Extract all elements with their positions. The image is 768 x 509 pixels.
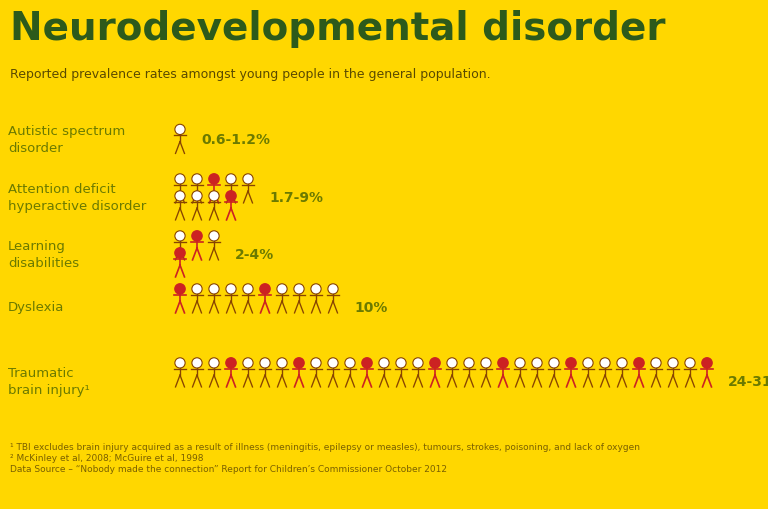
Circle shape	[226, 175, 236, 185]
Text: Attention deficit
hyperactive disorder: Attention deficit hyperactive disorder	[8, 183, 146, 213]
Text: Neurodevelopmental disorder: Neurodevelopmental disorder	[10, 10, 666, 48]
Circle shape	[685, 358, 695, 369]
Circle shape	[226, 284, 236, 294]
Circle shape	[243, 284, 253, 294]
Circle shape	[260, 358, 270, 369]
Text: 2-4%: 2-4%	[235, 247, 274, 262]
Circle shape	[243, 175, 253, 185]
Circle shape	[175, 358, 185, 369]
Circle shape	[650, 358, 661, 369]
Text: ² McKinley et al, 2008; McGuire et al, 1998: ² McKinley et al, 2008; McGuire et al, 1…	[10, 453, 204, 462]
Text: Traumatic
brain injury¹: Traumatic brain injury¹	[8, 366, 90, 396]
Circle shape	[532, 358, 542, 369]
Circle shape	[311, 284, 321, 294]
Circle shape	[617, 358, 627, 369]
Circle shape	[192, 231, 202, 242]
Text: 0.6-1.2%: 0.6-1.2%	[201, 133, 270, 147]
Circle shape	[702, 358, 712, 369]
Text: 1.7-9%: 1.7-9%	[269, 191, 323, 205]
Circle shape	[175, 231, 185, 242]
Circle shape	[192, 358, 202, 369]
Circle shape	[260, 284, 270, 294]
Circle shape	[600, 358, 610, 369]
Text: Autistic spectrum
disorder: Autistic spectrum disorder	[8, 125, 125, 155]
Text: Dyslexia: Dyslexia	[8, 301, 65, 314]
Circle shape	[294, 284, 304, 294]
Text: 24-31.6%²: 24-31.6%²	[728, 374, 768, 388]
Text: Reported prevalence rates amongst young people in the general population.: Reported prevalence rates amongst young …	[10, 68, 491, 81]
Circle shape	[345, 358, 355, 369]
Circle shape	[362, 358, 372, 369]
Circle shape	[209, 191, 219, 202]
Circle shape	[464, 358, 474, 369]
Circle shape	[209, 231, 219, 242]
Circle shape	[192, 284, 202, 294]
Circle shape	[413, 358, 423, 369]
Circle shape	[294, 358, 304, 369]
Text: Learning
disabilities: Learning disabilities	[8, 240, 79, 269]
Circle shape	[209, 175, 219, 185]
Circle shape	[498, 358, 508, 369]
Circle shape	[328, 358, 338, 369]
Circle shape	[634, 358, 644, 369]
Circle shape	[175, 191, 185, 202]
Circle shape	[379, 358, 389, 369]
Text: ¹ TBI excludes brain injury acquired as a result of illness (meningitis, epileps: ¹ TBI excludes brain injury acquired as …	[10, 442, 640, 451]
Circle shape	[311, 358, 321, 369]
Circle shape	[243, 358, 253, 369]
Text: Data Source – “Nobody made the connection” Report for Children’s Commissioner Oc: Data Source – “Nobody made the connectio…	[10, 464, 447, 473]
Circle shape	[175, 125, 185, 135]
Circle shape	[583, 358, 593, 369]
Circle shape	[192, 191, 202, 202]
Circle shape	[175, 284, 185, 294]
Circle shape	[175, 248, 185, 259]
Circle shape	[396, 358, 406, 369]
Circle shape	[192, 175, 202, 185]
Circle shape	[515, 358, 525, 369]
Circle shape	[277, 358, 287, 369]
Circle shape	[175, 175, 185, 185]
Circle shape	[566, 358, 576, 369]
Circle shape	[430, 358, 440, 369]
Circle shape	[481, 358, 491, 369]
Circle shape	[277, 284, 287, 294]
Circle shape	[668, 358, 678, 369]
Text: 10%: 10%	[354, 300, 387, 315]
Circle shape	[209, 284, 219, 294]
Circle shape	[447, 358, 457, 369]
Circle shape	[328, 284, 338, 294]
Circle shape	[549, 358, 559, 369]
Circle shape	[226, 191, 236, 202]
Circle shape	[209, 358, 219, 369]
Circle shape	[226, 358, 236, 369]
